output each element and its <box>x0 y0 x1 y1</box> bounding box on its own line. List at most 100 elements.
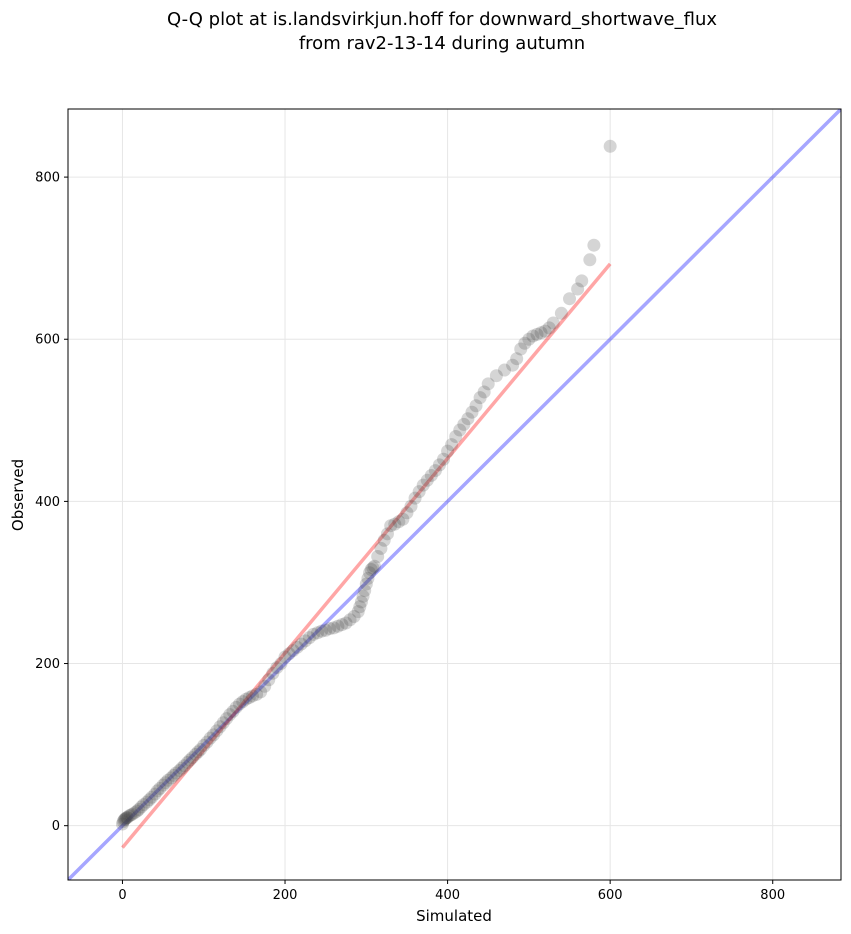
quantile-point <box>239 692 253 706</box>
quantile-point <box>428 464 442 478</box>
quantile-point <box>274 657 288 671</box>
quantile-point <box>408 491 422 505</box>
x-axis-label: Simulated <box>416 907 492 925</box>
quantile-point <box>117 813 131 827</box>
quantile-point <box>156 778 170 792</box>
quantile-point <box>563 292 577 306</box>
quantile-point <box>339 616 353 630</box>
quantile-point <box>506 358 520 372</box>
y-tick-label: 200 <box>35 657 60 672</box>
quantile-point <box>282 647 296 661</box>
quantile-point <box>229 700 243 714</box>
x-tick-label: 600 <box>598 888 623 903</box>
quantile-point <box>206 728 220 742</box>
quantile-point <box>388 517 402 531</box>
quantile-point <box>353 600 367 614</box>
quantile-point <box>148 787 162 801</box>
chart-title-line-2: from rav2-13-14 during autumn <box>299 33 585 54</box>
x-axis-ticks: 0 200 400 600 800 <box>118 880 785 903</box>
x-tick-label: 200 <box>273 888 298 903</box>
quantile-point <box>420 473 434 487</box>
quantile-point <box>258 679 272 693</box>
quantile-point <box>142 793 156 807</box>
quantile-point <box>242 691 256 705</box>
quantile-point <box>554 306 568 320</box>
quantile-point <box>266 666 280 680</box>
y-tick-label: 800 <box>35 171 60 186</box>
quantile-point <box>497 363 511 377</box>
quantile-point <box>526 329 540 343</box>
quantile-point <box>122 809 136 823</box>
y-tick-label: 0 <box>52 819 60 834</box>
identity-line <box>68 109 841 880</box>
quantile-point <box>183 753 197 767</box>
quantile-point <box>175 761 189 775</box>
quantile-point <box>351 605 365 619</box>
x-tick-label: 800 <box>760 888 785 903</box>
quantile-point <box>161 773 175 787</box>
quantile-point <box>213 720 227 734</box>
quantile-point <box>335 618 349 632</box>
quantile-point <box>233 697 247 711</box>
quantile-point <box>298 634 312 648</box>
quantile-point <box>189 747 203 761</box>
quantile-point <box>571 282 585 296</box>
quantile-point <box>542 321 556 335</box>
quantile-point <box>210 724 224 738</box>
quantile-point <box>319 623 333 637</box>
quantile-point <box>416 478 430 492</box>
quantile-point <box>327 621 341 635</box>
quantile-point <box>124 808 138 822</box>
plot-frame <box>67 108 842 881</box>
quantile-point <box>522 332 536 346</box>
quantile-point <box>489 369 503 383</box>
quantile-point <box>250 687 264 701</box>
quantile-point <box>510 352 524 366</box>
quantile-point <box>120 811 134 825</box>
quantile-point <box>469 399 483 413</box>
quantile-point <box>534 326 548 340</box>
quantile-point <box>169 766 183 780</box>
quantile-point <box>546 316 560 330</box>
quantile-point <box>150 784 164 798</box>
quantile-point <box>481 377 495 391</box>
quantile-point <box>354 595 368 609</box>
quantile-point <box>603 139 617 153</box>
chart-title-line-1: Q-Q plot at is.landsvirkjun.hoff for dow… <box>167 9 717 30</box>
quantile-point <box>404 499 418 513</box>
quantile-point <box>396 512 410 526</box>
quantile-point <box>132 802 146 816</box>
quantile-point <box>530 327 544 341</box>
quantile-point <box>134 800 148 814</box>
quantile-point <box>518 336 532 350</box>
quantile-point <box>128 806 142 820</box>
y-axis-ticks: 0 200 400 600 800 <box>35 171 68 834</box>
quantile-point <box>294 637 308 651</box>
quantile-point <box>302 631 316 645</box>
quantile-point <box>457 417 471 431</box>
quantile-point <box>371 550 385 564</box>
quantile-point <box>358 584 372 598</box>
y-axis-label: Observed <box>9 459 27 531</box>
quantile-point <box>445 438 459 452</box>
quantile-point <box>343 613 357 627</box>
quantile-point <box>290 640 304 654</box>
quantile-point <box>583 253 597 267</box>
grid-lines <box>68 109 841 880</box>
quantile-point <box>514 342 528 356</box>
quantile-point <box>180 755 194 769</box>
quantile-point <box>167 768 181 782</box>
quantile-point <box>120 811 134 825</box>
quantile-point <box>473 391 487 405</box>
quantile-point <box>356 589 370 603</box>
quantile-point <box>236 695 250 709</box>
quantile-point <box>193 742 207 756</box>
quantile-point <box>366 561 380 575</box>
quantile-point <box>461 412 475 426</box>
quantile-point <box>191 745 205 759</box>
quantile-point <box>226 704 240 718</box>
quantile-point <box>361 571 375 585</box>
quantile-point <box>424 468 438 482</box>
quantile-point <box>374 541 388 555</box>
